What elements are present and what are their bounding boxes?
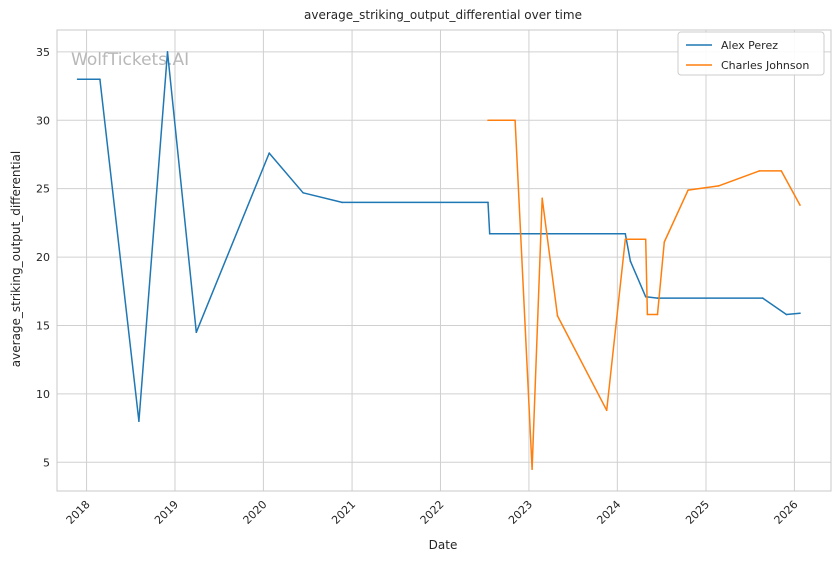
y-axis-ticks: 5 10 15 20 25 30 35 [36, 46, 50, 469]
data-point-alex-perez [166, 51, 169, 53]
y-tick-label: 25 [36, 183, 50, 196]
y-tick-label: 20 [36, 251, 50, 264]
data-point-charles-johnson [717, 185, 720, 187]
data-point-charles-johnson [541, 197, 543, 200]
data-point-alex-perez [341, 201, 343, 204]
data-point-charles-johnson [644, 238, 647, 241]
data-point-alex-perez [488, 233, 491, 235]
data-point-alex-perez [99, 78, 101, 80]
y-tick-label: 10 [36, 388, 50, 401]
data-point-alex-perez [624, 233, 627, 235]
data-point-charles-johnson [624, 238, 627, 241]
watermark: WolfTickets.AI [71, 50, 189, 70]
legend-box [677, 31, 825, 76]
chart-title: average_striking_output_differential ove… [304, 8, 582, 22]
data-point-alex-perez [268, 152, 271, 154]
data-point-alex-perez [644, 296, 647, 298]
data-point-alex-perez [195, 331, 198, 334]
data-point-charles-johnson [758, 170, 761, 172]
data-point-alex-perez [785, 313, 788, 316]
data-point-charles-johnson [687, 189, 689, 191]
y-axis-title: average_striking_output_differential [9, 151, 23, 367]
data-point-charles-johnson [780, 170, 783, 172]
data-point-alex-perez [799, 312, 801, 315]
legend-label-alex-perez: Alex Perez [721, 39, 778, 52]
data-point-alex-perez [656, 297, 659, 299]
legend-label-charles-johnson: Charles Johnson [721, 59, 809, 72]
data-point-charles-johnson [656, 313, 659, 316]
data-point-alex-perez [138, 420, 140, 423]
y-tick-label: 35 [36, 46, 50, 59]
data-point-charles-johnson [531, 468, 533, 470]
data-point-charles-johnson [799, 204, 801, 206]
y-tick-label: 15 [36, 319, 50, 332]
data-point-alex-perez [487, 201, 489, 204]
x-axis-title: Date [429, 538, 458, 552]
y-tick-label: 30 [36, 114, 50, 127]
data-point-alex-perez [76, 78, 79, 80]
plot-area-frame [56, 29, 832, 492]
data-point-charles-johnson [605, 409, 608, 412]
data-point-charles-johnson [646, 313, 649, 316]
data-point-charles-johnson [514, 119, 516, 122]
data-point-alex-perez [629, 260, 632, 263]
data-point-charles-johnson [487, 119, 489, 122]
data-point-alex-perez [761, 297, 764, 299]
data-point-charles-johnson [663, 241, 666, 243]
data-point-alex-perez [302, 192, 304, 194]
data-point-charles-johnson [556, 315, 559, 317]
legend: Alex Perez Charles Johnson [677, 31, 825, 76]
series-layer [76, 51, 801, 470]
series-line-charles-johnson [488, 119, 801, 470]
y-tick-label: 5 [43, 456, 50, 469]
